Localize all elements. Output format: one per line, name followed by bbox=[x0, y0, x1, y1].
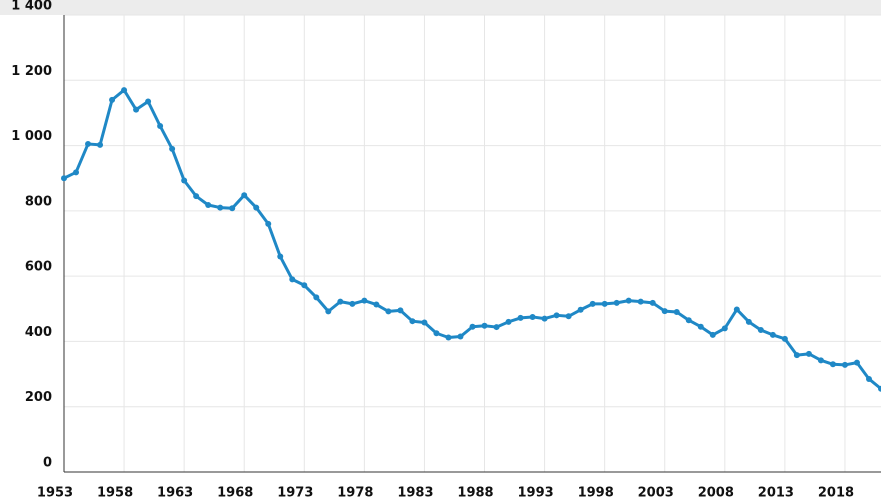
data-point bbox=[541, 315, 548, 322]
data-point bbox=[277, 253, 284, 260]
axes: 0 200 400 600 800 1 000 1 200 1 400 1953 1958 1963… bbox=[11, 0, 881, 501]
y-tick-label: 1 200 bbox=[11, 64, 52, 79]
x-tick-label: 1998 bbox=[578, 486, 614, 501]
y-tick-label: 1 400 bbox=[11, 0, 52, 14]
data-point bbox=[529, 313, 536, 320]
data-point bbox=[313, 294, 320, 301]
data-point bbox=[829, 361, 836, 368]
data-point bbox=[409, 318, 416, 325]
data-point bbox=[241, 192, 248, 199]
data-point bbox=[721, 325, 728, 332]
data-point bbox=[457, 333, 464, 340]
y-tick-label: 200 bbox=[25, 390, 52, 405]
data-point bbox=[697, 323, 704, 330]
data-point bbox=[421, 319, 428, 326]
x-tick-label: 1968 bbox=[217, 486, 253, 501]
x-tick-label: 2018 bbox=[818, 486, 854, 501]
data-point bbox=[337, 298, 344, 305]
y-tick-label: 400 bbox=[25, 325, 52, 340]
data-point bbox=[349, 300, 356, 307]
x-tick-label: 2003 bbox=[638, 486, 674, 501]
data-point bbox=[517, 314, 524, 321]
data-point bbox=[841, 361, 848, 368]
data-point bbox=[601, 300, 608, 307]
top-band bbox=[0, 0, 881, 15]
data-point bbox=[613, 299, 620, 306]
data-point bbox=[817, 357, 824, 364]
data-point bbox=[85, 140, 92, 147]
data-point bbox=[565, 313, 572, 320]
data-point bbox=[757, 327, 764, 334]
data-point bbox=[445, 334, 452, 341]
y-tick-label: 1 000 bbox=[11, 129, 52, 144]
data-point bbox=[289, 276, 296, 283]
data-point bbox=[505, 318, 512, 325]
x-tick-label: 1978 bbox=[337, 486, 373, 501]
data-point bbox=[109, 96, 116, 103]
data-point bbox=[733, 306, 740, 313]
data-point bbox=[878, 385, 881, 392]
data-point bbox=[481, 322, 488, 329]
x-tick-label: 1958 bbox=[97, 486, 133, 501]
series-line bbox=[63, 88, 881, 390]
data-point bbox=[709, 331, 716, 338]
data-point bbox=[649, 299, 656, 306]
data-point bbox=[145, 98, 152, 105]
marks bbox=[61, 87, 881, 392]
x-tick-label: 2008 bbox=[698, 486, 734, 501]
data-point bbox=[181, 177, 188, 184]
data-point bbox=[325, 308, 332, 315]
data-point bbox=[253, 204, 260, 211]
x-tick-label: 1988 bbox=[457, 486, 493, 501]
data-point bbox=[589, 300, 596, 307]
y-tick-label: 0 bbox=[43, 456, 52, 471]
data-point bbox=[637, 298, 644, 305]
data-point bbox=[61, 175, 67, 182]
data-point bbox=[865, 375, 872, 382]
data-point bbox=[373, 301, 380, 308]
data-point bbox=[493, 324, 500, 331]
data-point bbox=[685, 317, 692, 324]
data-point bbox=[73, 169, 80, 176]
x-tick-label: 1963 bbox=[157, 486, 193, 501]
data-point bbox=[625, 297, 632, 304]
data-point bbox=[853, 359, 860, 366]
data-point bbox=[553, 312, 560, 319]
data-point bbox=[385, 308, 392, 315]
data-point bbox=[793, 352, 800, 359]
data-point bbox=[361, 297, 368, 304]
data-point bbox=[169, 145, 176, 152]
x-tick-label: 2013 bbox=[758, 486, 794, 501]
data-point bbox=[97, 141, 104, 148]
data-point bbox=[301, 282, 308, 289]
data-point bbox=[769, 331, 776, 338]
y-tick-label: 600 bbox=[25, 260, 52, 275]
x-tick-label: 1973 bbox=[277, 486, 313, 501]
data-point bbox=[217, 204, 224, 211]
y-tick-label: 800 bbox=[25, 194, 52, 209]
x-tick-label: 1983 bbox=[397, 486, 433, 501]
data-point bbox=[157, 122, 164, 129]
data-point bbox=[121, 87, 128, 94]
data-point bbox=[577, 306, 584, 313]
data-point bbox=[781, 335, 788, 342]
data-point bbox=[661, 308, 668, 315]
data-point bbox=[745, 318, 752, 325]
data-point bbox=[193, 193, 200, 200]
data-point bbox=[433, 330, 440, 337]
x-tick-label: 1993 bbox=[517, 486, 553, 501]
x-tick-label: 1953 bbox=[37, 486, 73, 501]
data-point bbox=[397, 307, 404, 314]
data-point bbox=[229, 205, 236, 212]
data-point bbox=[133, 106, 140, 113]
data-point bbox=[805, 350, 812, 357]
data-point bbox=[469, 323, 476, 330]
grid bbox=[63, 14, 881, 473]
data-point bbox=[673, 309, 680, 316]
data-point bbox=[265, 220, 272, 227]
data-point bbox=[205, 201, 212, 208]
